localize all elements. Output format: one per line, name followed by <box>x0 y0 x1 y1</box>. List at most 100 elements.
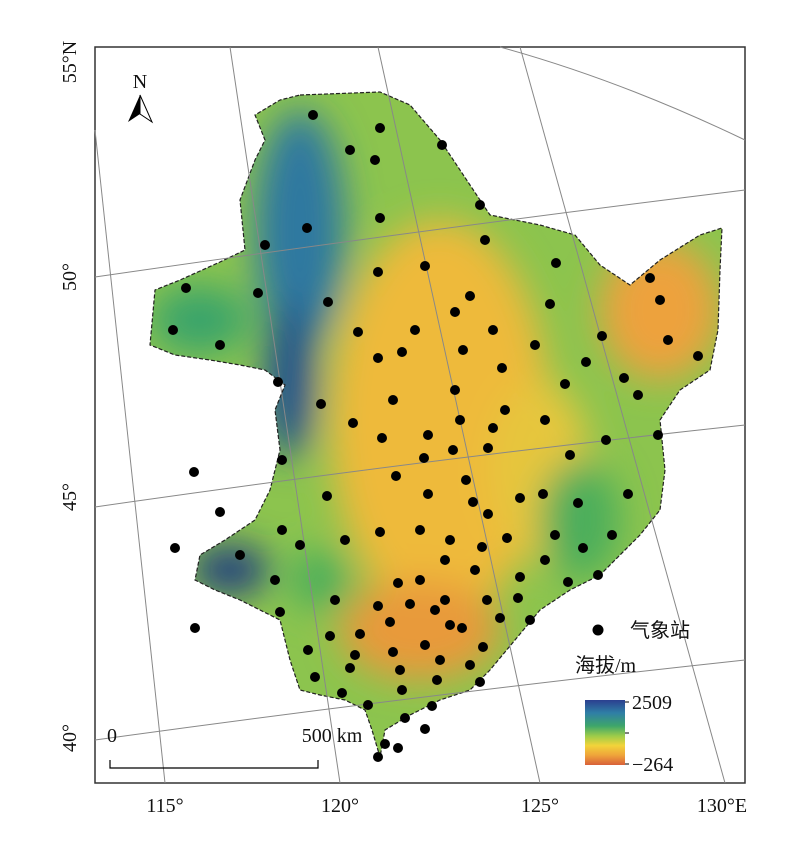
station <box>190 623 200 633</box>
station <box>295 540 305 550</box>
longitude-labels: 115° 120° 125° 130°E <box>146 795 747 817</box>
station <box>483 509 493 519</box>
station <box>497 363 507 373</box>
station <box>478 642 488 652</box>
station <box>277 525 287 535</box>
station <box>470 565 480 575</box>
station <box>475 200 485 210</box>
station <box>530 340 540 350</box>
legend-colorbar <box>585 700 625 765</box>
scale-end: 500 km <box>302 725 363 747</box>
station <box>273 377 283 387</box>
station <box>393 743 403 753</box>
north-arrow: N <box>128 71 154 124</box>
station <box>581 357 591 367</box>
station <box>500 405 510 415</box>
station <box>345 145 355 155</box>
legend-ticks <box>625 701 629 765</box>
station <box>373 601 383 611</box>
station <box>337 688 347 698</box>
station <box>373 752 383 762</box>
station <box>393 578 403 588</box>
station <box>308 110 318 120</box>
station <box>477 542 487 552</box>
station <box>323 297 333 307</box>
station <box>181 283 191 293</box>
station <box>322 491 332 501</box>
station <box>385 617 395 627</box>
legend-min: −264 <box>632 754 673 776</box>
station <box>578 543 588 553</box>
station <box>540 555 550 565</box>
station <box>420 640 430 650</box>
north-label: N <box>133 71 147 93</box>
station <box>445 620 455 630</box>
stations <box>168 110 703 762</box>
station <box>601 435 611 445</box>
station <box>325 631 335 641</box>
station <box>551 258 561 268</box>
legend-station-label: 气象站 <box>630 619 690 642</box>
station <box>663 335 673 345</box>
station <box>455 415 465 425</box>
station <box>623 489 633 499</box>
station <box>391 471 401 481</box>
station <box>215 507 225 517</box>
station <box>355 629 365 639</box>
lon-label: 125° <box>521 795 559 817</box>
station <box>377 433 387 443</box>
station <box>448 445 458 455</box>
legend-station-symbol <box>592 624 604 636</box>
station <box>375 213 385 223</box>
station <box>475 677 485 687</box>
station <box>375 123 385 133</box>
station <box>513 593 523 603</box>
station <box>427 701 437 711</box>
station <box>545 299 555 309</box>
station <box>450 307 460 317</box>
station <box>420 724 430 734</box>
station <box>215 340 225 350</box>
legend-max: 2509 <box>632 692 672 714</box>
station <box>363 700 373 710</box>
station <box>693 351 703 361</box>
station <box>525 615 535 625</box>
legend: 气象站 海拔/m 2509 −264 <box>575 619 690 776</box>
station <box>316 399 326 409</box>
lon-label: 120° <box>321 795 359 817</box>
station <box>397 347 407 357</box>
station <box>445 535 455 545</box>
station <box>388 395 398 405</box>
station <box>495 613 505 623</box>
station <box>482 595 492 605</box>
latitude-labels: 55°N 50° 45° 40° <box>59 41 81 752</box>
station <box>645 273 655 283</box>
station <box>565 450 575 460</box>
station <box>619 373 629 383</box>
station <box>480 235 490 245</box>
station <box>253 288 263 298</box>
station <box>260 240 270 250</box>
lat-label: 40° <box>59 724 81 752</box>
lat-label: 50° <box>59 263 81 291</box>
station <box>410 325 420 335</box>
station <box>310 672 320 682</box>
station <box>353 327 363 337</box>
station <box>450 385 460 395</box>
station <box>653 430 663 440</box>
station <box>330 595 340 605</box>
station <box>465 660 475 670</box>
scale-start: 0 <box>107 725 117 747</box>
station <box>388 647 398 657</box>
station <box>397 685 407 695</box>
station <box>375 527 385 537</box>
station <box>275 607 285 617</box>
map-frame <box>94 46 746 784</box>
station <box>419 453 429 463</box>
station <box>423 430 433 440</box>
station <box>465 291 475 301</box>
station <box>435 655 445 665</box>
station <box>440 595 450 605</box>
legend-elevation-title: 海拔/m <box>575 654 637 677</box>
station <box>302 223 312 233</box>
